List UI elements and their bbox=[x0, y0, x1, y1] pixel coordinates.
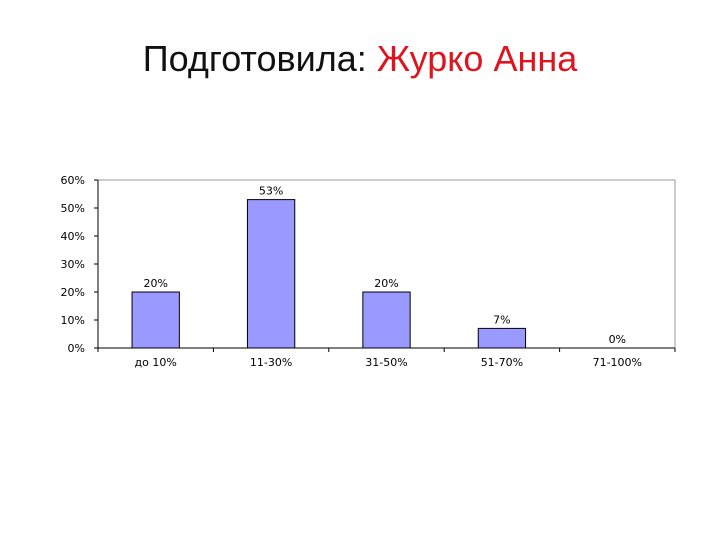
title-author-name: Журко Анна bbox=[376, 38, 578, 79]
x-category-label: 11-30% bbox=[250, 356, 292, 369]
y-tick-label: 30% bbox=[61, 258, 85, 271]
bar bbox=[477, 327, 527, 349]
x-category-label: до 10% bbox=[135, 356, 177, 369]
x-category-label: 51-70% bbox=[481, 356, 523, 369]
x-axis: до 10% 11-30% 31-50% 51-70% 71-100% bbox=[97, 347, 676, 369]
data-label: 0% bbox=[609, 333, 626, 346]
data-label: 7% bbox=[493, 313, 510, 326]
bar-series: 20% 53% 20% 7% 0% bbox=[131, 185, 626, 349]
x-category-label: 31-50% bbox=[365, 356, 407, 369]
x-category-label: 71-100% bbox=[593, 356, 642, 369]
bar bbox=[246, 199, 296, 349]
slide-title: Подготовила: Журко Анна bbox=[0, 38, 720, 80]
y-tick-label: 60% bbox=[61, 174, 85, 187]
y-tick-label: 0% bbox=[68, 342, 85, 355]
y-tick-label: 50% bbox=[61, 202, 85, 215]
y-tick-label: 20% bbox=[61, 286, 85, 299]
y-tick-label: 10% bbox=[61, 314, 85, 327]
bar bbox=[362, 291, 411, 349]
data-label: 20% bbox=[143, 277, 167, 290]
title-prefix: Подготовила: bbox=[142, 38, 377, 79]
data-label: 53% bbox=[259, 185, 283, 198]
bar bbox=[131, 291, 180, 349]
y-tick-label: 40% bbox=[61, 230, 85, 243]
y-axis: 0% 10% 20% 30% 40% 50% 60% bbox=[61, 174, 99, 355]
data-label: 20% bbox=[374, 277, 398, 290]
